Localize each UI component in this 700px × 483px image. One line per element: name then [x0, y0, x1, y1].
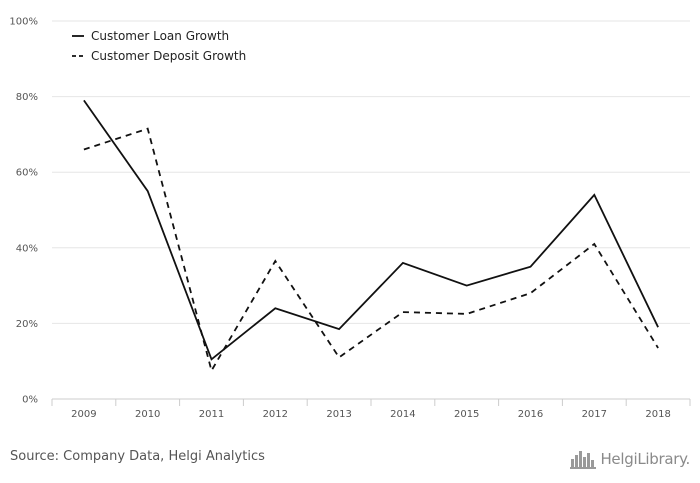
- x-tick-label: 2010: [135, 409, 160, 420]
- grid-lines: [52, 20, 690, 324]
- x-tick-label: 2016: [518, 409, 543, 420]
- x-tick-label: 2014: [390, 409, 415, 420]
- y-tick-label: 0%: [22, 395, 38, 406]
- x-tick-label: 2012: [263, 409, 288, 420]
- x-tick-label: 2011: [199, 409, 224, 420]
- y-tick-label: 100%: [9, 17, 38, 28]
- legend-label: Customer Loan Growth: [91, 29, 229, 43]
- series-line-loan-growth: [83, 99, 659, 361]
- x-tick-label: 2018: [645, 409, 670, 420]
- legend: Customer Loan Growth Customer Deposit Gro…: [72, 29, 246, 63]
- helgi-library-logo[interactable]: HelgiLibrary.: [570, 447, 690, 471]
- y-tick-label: 80%: [16, 92, 38, 103]
- y-tick-label: 20%: [16, 319, 38, 330]
- x-tick-label: 2013: [326, 409, 351, 420]
- x-tick-label: 2017: [582, 409, 607, 420]
- logo-text: HelgiLibrary.: [600, 450, 690, 468]
- x-tick-label: 2009: [71, 409, 96, 420]
- y-tick-label: 60%: [16, 168, 38, 179]
- y-tick-label: 40%: [16, 243, 38, 254]
- skyline-icon: [570, 451, 597, 469]
- legend-label: Customer Deposit Growth: [91, 49, 246, 63]
- series-lines: [83, 99, 659, 373]
- x-tick-label: 2015: [454, 409, 479, 420]
- x-axis: 2009 2010 2011 2012 2013 2014 2015 2016 2017 2018: [51, 398, 691, 420]
- y-axis-tick-labels: 0% 20% 40% 60% 80% 100%: [9, 17, 38, 406]
- series-line-deposit-growth: [83, 127, 659, 373]
- line-chart: 0%20%40%60%80%100% 2009 2010 2011 2012 2013 2…: [9, 17, 691, 420]
- source-note: Source: Company Data, Helgi Analytics: [10, 449, 265, 464]
